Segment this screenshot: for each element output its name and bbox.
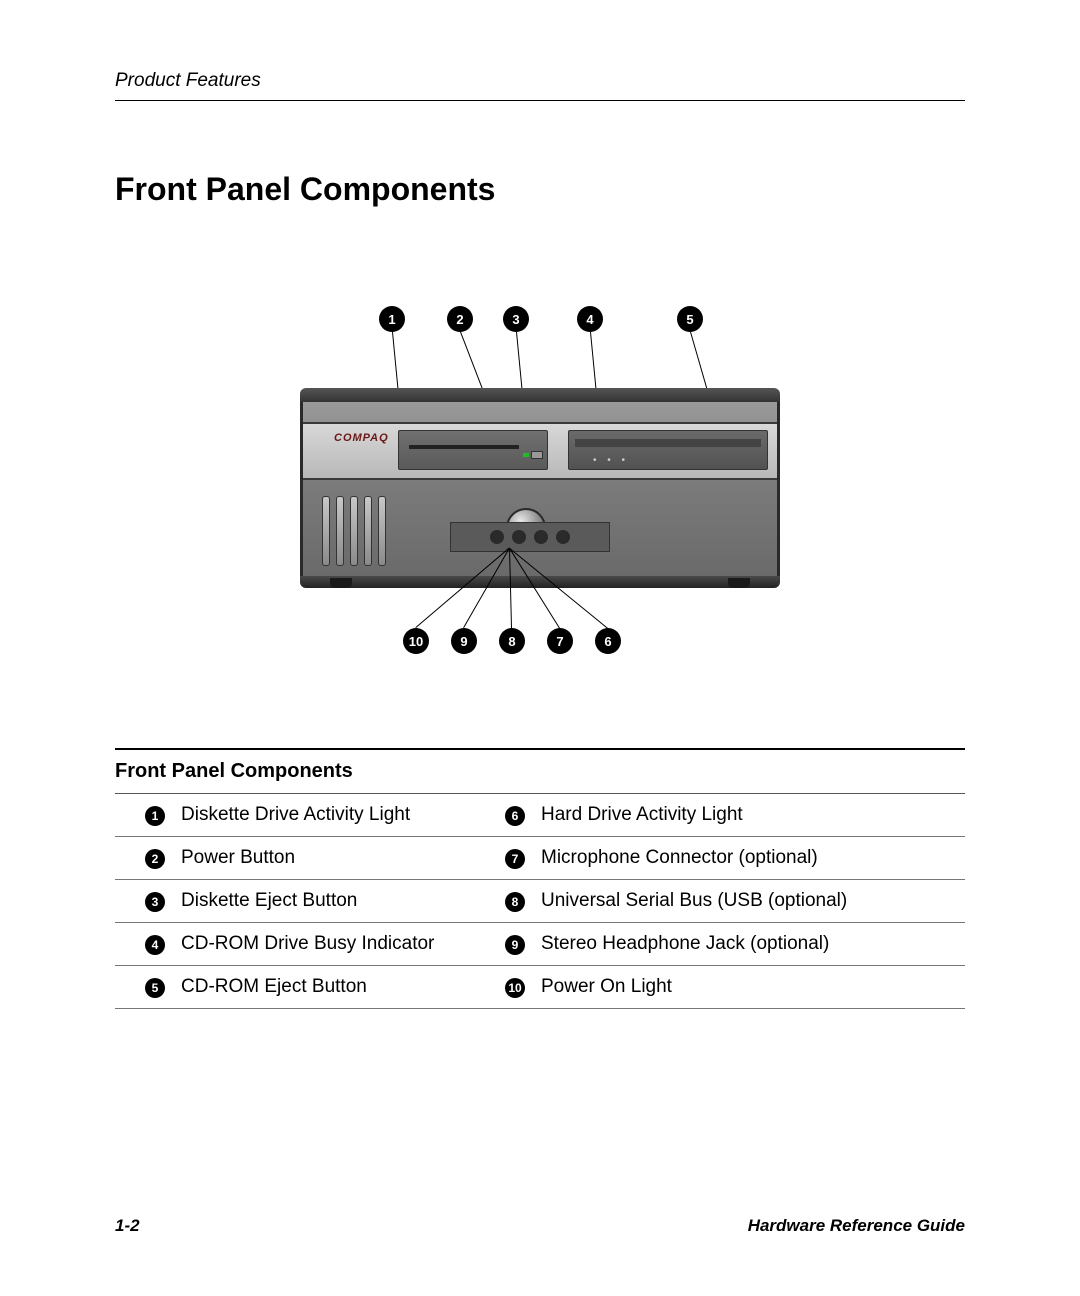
callout-marker-2: 2 [447, 306, 473, 332]
table-row: 1 Diskette Drive Activity Light 6 Hard Driv… [115, 794, 965, 837]
callout-marker-7: 7 [547, 628, 573, 654]
brand-label: COMPAQ [334, 432, 389, 444]
front-vents [322, 496, 390, 566]
component-label: CD-ROM Eject Button [181, 976, 367, 998]
row-number-badge: 10 [505, 978, 525, 998]
callout-marker-10: 10 [403, 628, 429, 654]
callout-marker-3: 3 [503, 306, 529, 332]
table-row: 2 Power Button 7 Microphone Connector (opti… [115, 837, 965, 880]
table-row: 4 CD-ROM Drive Busy Indicator 9 Stereo Head… [115, 923, 965, 966]
page-number: 1-2 [115, 1216, 140, 1236]
callout-marker-6: 6 [595, 628, 621, 654]
callout-marker-4: 4 [577, 306, 603, 332]
row-number-badge: 8 [505, 892, 525, 912]
component-label: Stereo Headphone Jack (optional) [541, 933, 829, 955]
row-number-badge: 6 [505, 806, 525, 826]
component-label: CD-ROM Drive Busy Indicator [181, 933, 434, 955]
table-body: 1 Diskette Drive Activity Light 6 Hard Driv… [115, 794, 965, 1009]
callout-marker-1: 1 [379, 306, 405, 332]
row-number-badge: 5 [145, 978, 165, 998]
component-label: Hard Drive Activity Light [541, 804, 743, 826]
row-number-badge: 2 [145, 849, 165, 869]
component-label: Diskette Drive Activity Light [181, 804, 410, 826]
component-label: Microphone Connector (optional) [541, 847, 818, 869]
diskette-drive [398, 430, 548, 470]
row-number-badge: 3 [145, 892, 165, 912]
page-title: Front Panel Components [115, 171, 965, 208]
callout-marker-8: 8 [499, 628, 525, 654]
front-ports [450, 522, 610, 552]
table-row: 5 CD-ROM Eject Button 10 Power On Light [115, 966, 965, 1009]
cdrom-drive: • • • [568, 430, 768, 470]
table-title: Front Panel Components [115, 748, 965, 794]
row-number-badge: 4 [145, 935, 165, 955]
row-number-badge: 7 [505, 849, 525, 869]
diagram-container: 1 2 3 4 5 COMPAQ • • • 10 9876 [115, 298, 965, 668]
row-number-badge: 1 [145, 806, 165, 826]
component-label: Universal Serial Bus (USB (optional) [541, 890, 847, 912]
doc-title: Hardware Reference Guide [748, 1216, 965, 1236]
callout-marker-9: 9 [451, 628, 477, 654]
page-footer: 1-2 Hardware Reference Guide [115, 1216, 965, 1236]
table-row: 3 Diskette Eject Button 8 Universal Serial … [115, 880, 965, 923]
component-label: Diskette Eject Button [181, 890, 357, 912]
front-panel-diagram: 1 2 3 4 5 COMPAQ • • • 10 9876 [290, 298, 790, 668]
computer-chassis: COMPAQ • • • [300, 388, 780, 588]
callout-marker-5: 5 [677, 306, 703, 332]
running-header: Product Features [115, 70, 965, 101]
component-label: Power Button [181, 847, 295, 869]
component-label: Power On Light [541, 976, 672, 998]
components-table: Front Panel Components 1 Diskette Drive A… [115, 748, 965, 1009]
row-number-badge: 9 [505, 935, 525, 955]
